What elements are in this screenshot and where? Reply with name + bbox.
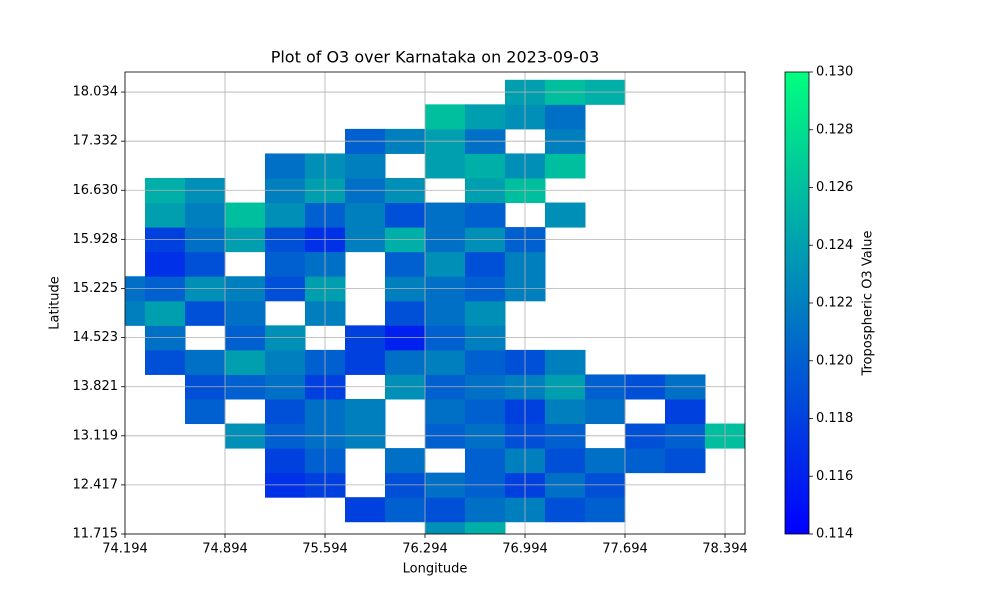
contour-cell [665, 398, 706, 425]
contour-cell [425, 398, 466, 425]
contour-cell [465, 251, 506, 277]
contour-cell [185, 251, 226, 277]
y-tick-label: 18.034 [73, 85, 119, 100]
contour-cell [345, 497, 386, 523]
colorbar-tick-label: 0.116 [816, 469, 853, 484]
colorbar-tick-label: 0.122 [816, 296, 853, 311]
contour-cell [145, 251, 186, 277]
contour-cell [625, 448, 666, 474]
x-tick-label: 78.394 [702, 542, 748, 557]
colorbar-tick-label: 0.126 [816, 180, 853, 195]
contour-cell [265, 398, 306, 425]
contour-cell [585, 448, 626, 474]
x-tick-label: 76.294 [402, 542, 448, 557]
contour-cell [385, 202, 426, 228]
contour-cell [585, 497, 626, 523]
y-tick-label: 17.332 [73, 134, 119, 149]
contour-cell [385, 497, 426, 523]
plot-frame [124, 71, 746, 535]
contour-cell [265, 153, 306, 179]
x-tick-label: 74.894 [202, 542, 248, 557]
contour-cell [425, 497, 466, 523]
contour-cell [465, 521, 506, 534]
contour-cell [145, 349, 186, 375]
contour-cell [265, 202, 306, 228]
contour-cell [465, 398, 506, 425]
y-tick-label: 13.821 [73, 379, 119, 394]
contour-cell [545, 202, 586, 228]
contour-cell [465, 349, 506, 375]
contour-cell [545, 153, 586, 179]
contour-cell [345, 153, 386, 179]
chart-title: Plot of O3 over Karnataka on 2023-09-03 [271, 48, 600, 67]
colorbar [784, 71, 810, 535]
contour-cell [425, 104, 466, 130]
contour-cell [385, 251, 426, 277]
contour-cell [345, 349, 386, 375]
contour-cell [185, 398, 226, 425]
contour-cell [545, 497, 586, 523]
colorbar-tick-label: 0.124 [816, 238, 853, 253]
contour-cell [125, 300, 146, 326]
contour-cell [225, 349, 266, 375]
contour-cell [545, 349, 586, 375]
contour-cell [145, 202, 186, 228]
contour-cell [225, 300, 266, 326]
contour-cell [145, 300, 186, 326]
colorbar-tick-label: 0.130 [816, 65, 853, 80]
contour-cell [425, 202, 466, 228]
contour-cell [665, 448, 706, 474]
contour-cell [585, 398, 626, 425]
y-tick-label: 13.119 [73, 428, 119, 443]
x-tick-label: 74.194 [102, 542, 148, 557]
contour-cell [465, 202, 506, 228]
contour-cell [345, 202, 386, 228]
contour-cell [265, 251, 306, 277]
colorbar-tick-label: 0.128 [816, 122, 853, 137]
colorbar-tick-label: 0.118 [816, 411, 853, 426]
x-tick-label: 75.594 [302, 542, 348, 557]
contour-cell [465, 104, 506, 130]
contour-cell [545, 398, 586, 425]
contour-cell [225, 202, 266, 228]
contour-cell [385, 448, 426, 474]
contour-cell [265, 448, 306, 474]
contour-cell [425, 349, 466, 375]
contour-cell [465, 153, 506, 179]
contour-cell [345, 398, 386, 425]
colorbar-label: Tropospheric O3 Value [861, 230, 876, 376]
contour-cell [185, 202, 226, 228]
contour-cell [425, 521, 466, 534]
contour-cell [385, 349, 426, 375]
y-tick-label: 16.630 [73, 183, 119, 198]
x-axis-label: Longitude [403, 562, 468, 577]
contour-cell [545, 104, 586, 130]
contour-cell [425, 153, 466, 179]
contour-cell [185, 349, 226, 375]
y-tick-label: 11.715 [73, 527, 119, 542]
colorbar-tick-label: 0.114 [816, 527, 853, 542]
y-tick-label: 14.523 [73, 330, 119, 345]
colorbar-tick-label: 0.120 [816, 353, 853, 368]
contour-cell [265, 349, 306, 375]
contour-cell [425, 251, 466, 277]
contour-cell [465, 497, 506, 523]
y-tick-label: 15.225 [73, 281, 119, 296]
contour-cell [185, 300, 226, 326]
contour-cell [545, 448, 586, 474]
x-tick-label: 76.994 [502, 542, 548, 557]
y-tick-label: 12.417 [73, 477, 119, 492]
y-axis-label: Latitude [48, 276, 63, 330]
x-tick-label: 77.694 [602, 542, 648, 557]
contour-cell [425, 300, 466, 326]
y-tick-label: 15.928 [73, 232, 119, 247]
contour-cell [465, 300, 506, 326]
contour-cell [465, 448, 506, 474]
contour-cell [385, 300, 426, 326]
